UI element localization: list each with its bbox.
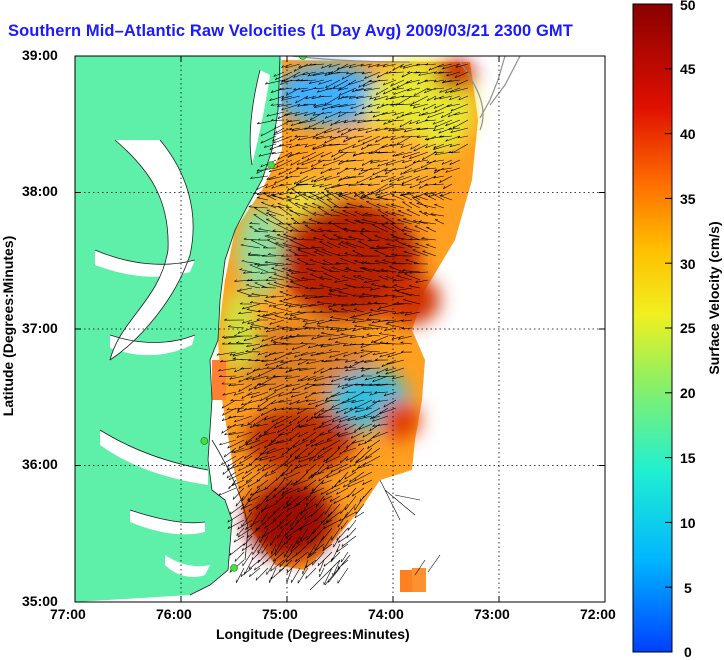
axis-ticks xyxy=(75,56,605,602)
radar-station-marker xyxy=(267,161,275,169)
map-title: Southern Mid–Atlantic Raw Velocities (1 … xyxy=(8,22,573,40)
radar-station-marker xyxy=(299,56,307,60)
x-axis-label: Longitude (Degrees:Minutes) xyxy=(216,626,410,642)
colorbar-tick-label: 10 xyxy=(680,515,696,531)
colorbar-tick-label: 40 xyxy=(680,126,696,142)
colorbar-tick-label: 45 xyxy=(680,61,696,77)
radar-station-marker xyxy=(200,437,209,445)
colorbar-tick-label: 0 xyxy=(684,644,692,660)
colorbar-tick-label: 5 xyxy=(684,580,692,596)
colorbar-tick-label: 50 xyxy=(680,0,696,13)
x-tick-label: 73:00 xyxy=(474,606,510,622)
grid-lines xyxy=(75,56,605,602)
colorbar-tick-label: 35 xyxy=(680,191,696,207)
x-tick-label: 77:00 xyxy=(50,606,86,622)
colorbar-tick-label: 20 xyxy=(680,385,696,401)
x-tick-label: 76:00 xyxy=(156,606,192,622)
colorbar-label: Surface Velocity (cm/s) xyxy=(706,221,722,375)
colorbar-tick-label: 25 xyxy=(680,320,696,336)
y-tick-label: 35:00 xyxy=(22,593,58,609)
x-tick-label: 72:00 xyxy=(580,606,616,622)
colorbar-tick-label: 15 xyxy=(680,450,696,466)
y-tick-label: 37:00 xyxy=(22,320,58,336)
y-axis-label: Latitude (Degrees:Minutes) xyxy=(0,235,16,417)
y-tick-label: 39:00 xyxy=(22,47,58,63)
x-tick-label: 75:00 xyxy=(262,606,298,622)
y-tick-label: 38:00 xyxy=(22,183,58,199)
x-tick-label: 74:00 xyxy=(368,606,404,622)
radar-stations xyxy=(200,56,307,572)
colorbar-tick-label: 30 xyxy=(680,256,696,272)
radar-station-marker xyxy=(230,564,238,572)
y-tick-label: 36:00 xyxy=(22,456,58,472)
colorbar-ticks xyxy=(665,68,672,588)
